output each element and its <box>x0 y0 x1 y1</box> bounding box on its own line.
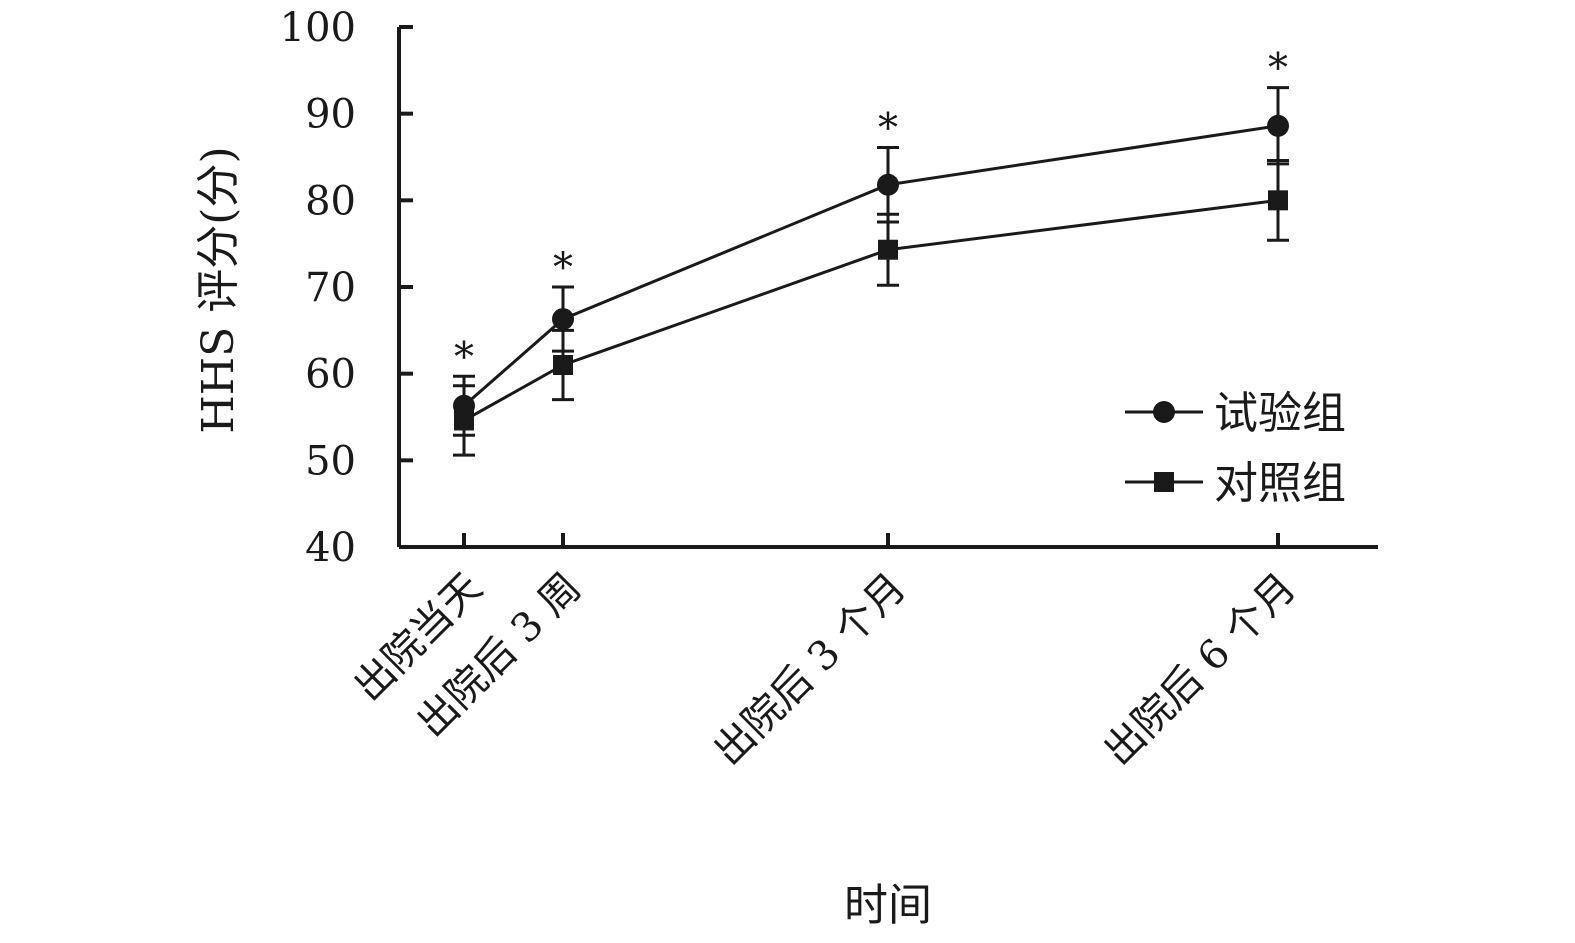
data-point-circle <box>1267 114 1289 137</box>
x-tick-label: 出院后 6 个月 <box>1095 565 1305 775</box>
series-square <box>453 158 1289 457</box>
y-axis-ticks: 40 50 60 70 80 90 100 <box>280 5 413 571</box>
data-point-square <box>1268 190 1288 211</box>
legend-marker-square <box>1154 472 1174 492</box>
significance-marker: * <box>454 334 474 380</box>
y-tick-label: 90 <box>305 92 356 138</box>
data-point-square <box>454 410 474 431</box>
data-point-square <box>878 239 898 260</box>
data-point-square <box>553 355 573 375</box>
legend-label: 试验组 <box>1214 388 1346 439</box>
y-tick-label: 80 <box>305 178 356 224</box>
y-axis-title: HHS 评分(分) <box>193 146 244 433</box>
legend-label: 对照组 <box>1214 458 1346 509</box>
significance-marker: * <box>553 245 573 291</box>
series-line <box>463 198 1279 422</box>
y-tick-label: 50 <box>305 438 356 484</box>
data-point-circle <box>877 173 899 196</box>
x-tick-label: 出院后 3 个月 <box>705 565 915 775</box>
significance-marker: * <box>878 105 898 151</box>
y-tick-label: 100 <box>280 5 356 51</box>
legend-marker-circle <box>1153 401 1175 423</box>
series-circle: * * * * <box>453 46 1289 437</box>
series-layer: * * * * <box>453 46 1289 457</box>
legend-item: 对照组 <box>1125 458 1346 509</box>
legend-item: 试验组 <box>1125 388 1346 439</box>
y-tick-label: 70 <box>305 265 356 311</box>
x-axis-ticks: 出院当天出院后 3 周出院后 3 个月 出院后 6 个月 <box>345 533 1305 774</box>
y-tick-label: 40 <box>305 525 356 571</box>
x-axis-title: 时间 <box>844 880 932 931</box>
data-point-circle <box>552 308 574 331</box>
y-tick-label: 60 <box>305 352 356 398</box>
series-line <box>463 124 1279 407</box>
significance-marker: * <box>1268 46 1288 92</box>
